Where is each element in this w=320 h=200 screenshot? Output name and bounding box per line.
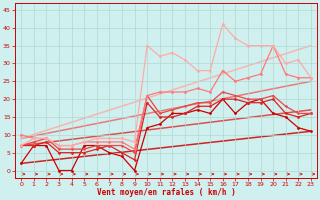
X-axis label: Vent moyen/en rafales ( km/h ): Vent moyen/en rafales ( km/h ) (97, 188, 236, 197)
